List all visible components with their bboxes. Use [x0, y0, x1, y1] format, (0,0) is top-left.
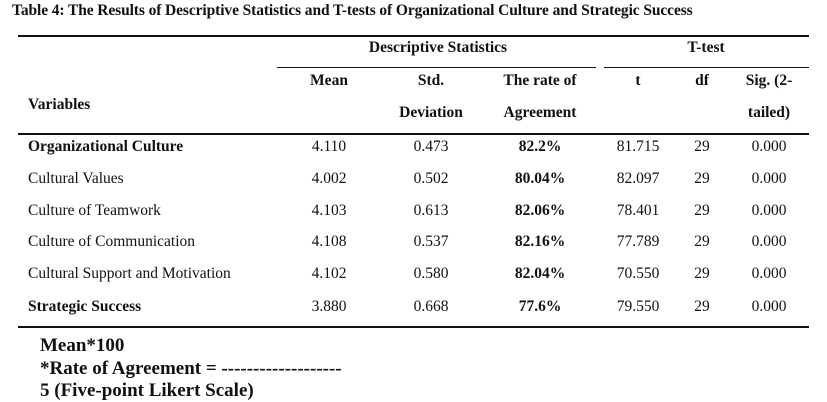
header-mean: Mean	[310, 72, 348, 89]
cell-variable: Strategic Success	[28, 298, 142, 315]
header-descriptive-statistics: Descriptive Statistics	[368, 39, 508, 56]
cell-std: 0.580	[413, 265, 449, 282]
cell-variable: Culture of Communication	[28, 233, 196, 250]
cell-std: 0.537	[413, 233, 449, 250]
cell-t: 81.715	[616, 138, 660, 155]
table-caption: Table 4: The Results of Descriptive Stat…	[12, 2, 693, 19]
cell-mean: 4.108	[311, 233, 347, 250]
cell-df: 29	[694, 298, 710, 315]
cell-sig: 0.000	[751, 233, 787, 250]
footnote-formula: *Rate of Agreement = -------------------	[40, 358, 342, 379]
group-underline-ttest	[604, 67, 809, 68]
cell-variable: Cultural Support and Motivation	[28, 265, 231, 282]
cell-rate: 82.2%	[518, 138, 562, 155]
cell-mean: 4.102	[311, 265, 347, 282]
cell-t: 82.097	[616, 170, 660, 187]
header-df: df	[695, 72, 709, 89]
cell-sig: 0.000	[751, 202, 787, 219]
cell-t: 70.550	[616, 265, 660, 282]
cell-mean: 3.880	[311, 298, 347, 315]
cell-rate: 82.04%	[514, 265, 566, 282]
cell-t: 79.550	[616, 298, 660, 315]
header-t: t	[635, 72, 641, 89]
cell-sig: 0.000	[751, 265, 787, 282]
header-variables: Variables	[28, 96, 91, 113]
cell-t: 77.789	[616, 233, 660, 250]
group-underline-descriptive	[277, 67, 596, 68]
cell-df: 29	[694, 138, 710, 155]
cell-std: 0.668	[413, 298, 449, 315]
cell-sig: 0.000	[751, 170, 787, 187]
cell-rate: 80.04%	[514, 170, 566, 187]
footnote-numerator: Mean*100	[40, 335, 125, 356]
cell-sig: 0.000	[751, 138, 787, 155]
cell-t: 78.401	[616, 202, 660, 219]
cell-df: 29	[694, 202, 710, 219]
cell-variable: Cultural Values	[28, 170, 124, 187]
header-t-test: T-test	[687, 39, 725, 56]
cell-std: 0.473	[413, 138, 449, 155]
header-std-line2: Deviation	[399, 104, 463, 121]
cell-variable: Organizational Culture	[28, 138, 184, 155]
cell-df: 29	[694, 233, 710, 250]
cell-mean: 4.110	[311, 138, 347, 155]
cell-rate: 82.16%	[514, 233, 566, 250]
header-rate-line2: Agreement	[503, 104, 577, 121]
cell-std: 0.613	[413, 202, 449, 219]
header-std-line1: Std.	[417, 72, 445, 89]
cell-std: 0.502	[413, 170, 449, 187]
table-bottom-rule	[18, 326, 809, 328]
cell-variable: Culture of Teamwork	[28, 202, 161, 219]
cell-rate: 82.06%	[514, 202, 566, 219]
cell-mean: 4.103	[311, 202, 347, 219]
header-sig-line2: tailed)	[747, 104, 791, 121]
cell-df: 29	[694, 265, 710, 282]
cell-sig: 0.000	[751, 298, 787, 315]
cell-rate: 77.6%	[518, 298, 562, 315]
header-rate-line1: The rate of	[503, 72, 577, 89]
cell-df: 29	[694, 170, 710, 187]
footnote-denominator: 5 (Five-point Likert Scale)	[40, 380, 254, 401]
header-bottom-rule	[18, 133, 809, 135]
header-sig-line1: Sig. (2-	[745, 72, 793, 89]
top-rule	[18, 35, 809, 37]
cell-mean: 4.002	[311, 170, 347, 187]
